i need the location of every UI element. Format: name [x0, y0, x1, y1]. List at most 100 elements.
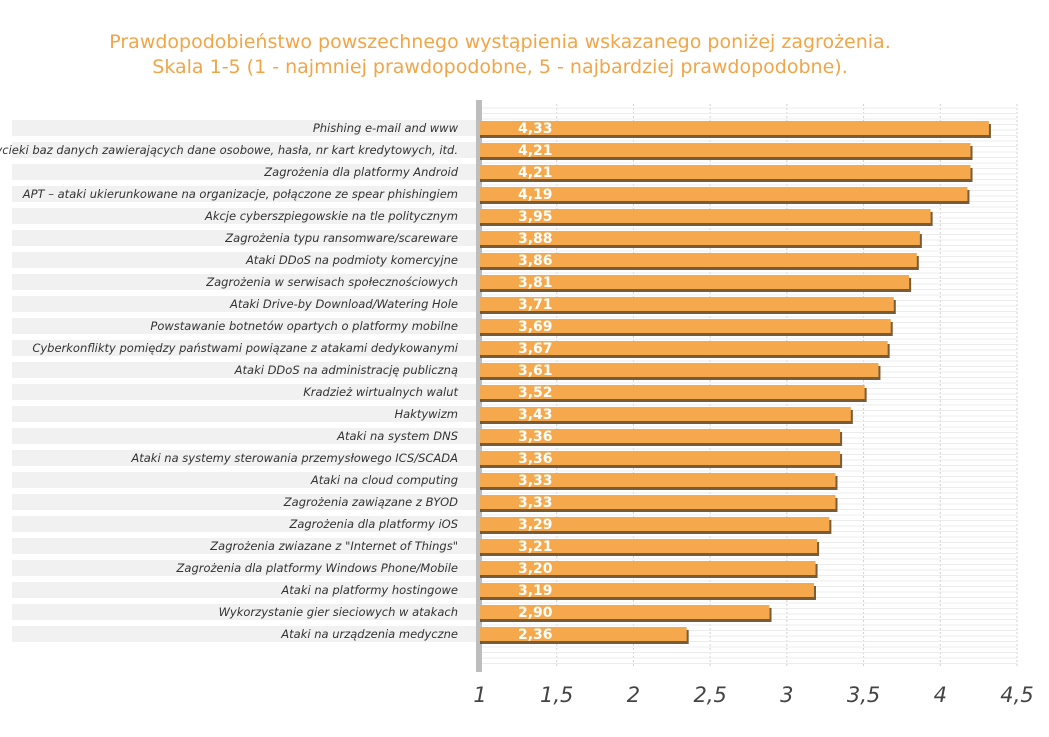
data-label: 3,88 — [518, 231, 553, 247]
bar — [480, 209, 931, 223]
bar — [480, 231, 920, 245]
category-label: Phishing e-mail and www — [313, 121, 459, 135]
bar — [480, 341, 888, 355]
data-label: 2,90 — [518, 605, 553, 621]
row-band — [12, 274, 480, 290]
row-band — [12, 560, 480, 576]
bar — [480, 385, 865, 399]
data-label: 3,95 — [518, 209, 553, 225]
bar — [480, 121, 989, 135]
y-axis-line — [476, 100, 482, 672]
row-band — [12, 450, 480, 466]
row-band — [12, 406, 480, 422]
bar — [480, 517, 830, 531]
bar — [480, 143, 971, 157]
data-label: 4,19 — [518, 187, 553, 203]
x-tick-label: 3,5 — [847, 683, 880, 707]
category-label: Zagrożenia dla platformy Android — [263, 165, 458, 179]
bar — [480, 627, 687, 641]
row-band — [12, 186, 480, 202]
data-label: 3,20 — [518, 561, 553, 577]
row-band — [12, 318, 480, 334]
category-label: Zagrożenia w serwisach społecznościowych — [205, 275, 458, 289]
data-label: 3,81 — [518, 275, 553, 291]
row-band — [12, 208, 480, 224]
category-label: Powstawanie botnetów opartych o platform… — [150, 319, 458, 333]
category-label: Wykorzystanie gier sieciowych w atakach — [219, 605, 458, 619]
data-label: 3,19 — [518, 583, 553, 599]
bar — [480, 583, 815, 597]
data-label: 3,21 — [518, 539, 553, 555]
data-label: 3,33 — [518, 495, 553, 511]
data-label: 3,52 — [518, 385, 553, 401]
row-band — [12, 582, 480, 598]
chart-subtitle: Skala 1-5 (1 - najmniej prawdopodobne, 5… — [152, 56, 848, 78]
bar — [480, 495, 836, 509]
data-label: 4,21 — [518, 143, 553, 159]
row-band — [12, 164, 480, 180]
bar — [480, 605, 770, 619]
category-label: Akcje cyberszpiegowskie na tle polityczn… — [204, 209, 458, 223]
data-label: 3,29 — [518, 517, 553, 533]
x-tick-label: 3 — [780, 683, 793, 707]
category-label: Zagrożenia zawiązane z BYOD — [283, 495, 458, 509]
bar — [480, 451, 841, 465]
category-label: Kradzież wirtualnych walut — [303, 385, 458, 399]
row-band — [12, 604, 480, 620]
category-label: Ataki na platformy hostingowe — [280, 583, 458, 597]
data-label: 3,71 — [518, 297, 553, 313]
data-label: 2,36 — [518, 627, 553, 643]
row-band — [12, 296, 480, 312]
bar — [480, 407, 851, 421]
x-tick-label: 4 — [934, 683, 947, 707]
row-band — [12, 428, 480, 444]
category-label: Cyberkonflikty pomiędzy państwami powiąz… — [32, 341, 458, 355]
bar — [480, 165, 971, 179]
bar — [480, 319, 891, 333]
category-label: Ataki Drive-by Download/Watering Hole — [229, 297, 458, 311]
data-label: 3,67 — [518, 341, 553, 357]
row-band — [12, 340, 480, 356]
bar — [480, 539, 818, 553]
category-label: Zagrożenia zwiazane z "Internet of Thing… — [209, 539, 458, 553]
category-label: Zagrożenia typu ransomware/scareware — [224, 231, 458, 245]
bar — [480, 253, 917, 267]
chart-title: Prawdopodobieństwo powszechnego wystąpie… — [109, 31, 891, 53]
x-tick-label: 1 — [473, 683, 486, 707]
data-label: 3,36 — [518, 451, 553, 467]
bar — [480, 275, 910, 289]
row-band — [12, 230, 480, 246]
data-label: 3,61 — [518, 363, 553, 379]
row-band — [12, 472, 480, 488]
bar — [480, 561, 816, 575]
x-tick-label: 2,5 — [693, 683, 726, 707]
data-label: 4,33 — [518, 121, 553, 137]
x-tick-label: 4,5 — [1000, 683, 1033, 707]
data-label: 3,69 — [518, 319, 553, 335]
bar — [480, 363, 879, 377]
data-label: 4,21 — [518, 165, 553, 181]
row-band — [12, 384, 480, 400]
data-label: 3,86 — [518, 253, 553, 269]
data-label: 3,36 — [518, 429, 553, 445]
category-label: APT – ataki ukierunkowane na organizacje… — [22, 187, 458, 201]
row-band — [12, 538, 480, 554]
bar — [480, 297, 894, 311]
bar — [480, 187, 968, 201]
row-band — [12, 252, 480, 268]
category-label: Ataki na cloud computing — [310, 473, 458, 487]
row-band — [12, 516, 480, 532]
category-label: Ataki na systemy sterowania przemysłoweg… — [130, 451, 458, 465]
row-band — [12, 120, 480, 136]
category-label: Zagrożenia dla platformy iOS — [288, 517, 458, 531]
category-label: Ataki DDoS na administrację publiczną — [234, 363, 458, 377]
category-label: Haktywizm — [394, 407, 458, 421]
data-label: 3,43 — [518, 407, 553, 423]
bar — [480, 429, 841, 443]
category-label: Ataki na system DNS — [336, 429, 458, 443]
category-label: Zagrożenia dla platformy Windows Phone/M… — [176, 561, 458, 575]
category-label: Wycieki baz danych zawierających dane os… — [0, 143, 458, 157]
row-band — [12, 142, 480, 158]
row-band — [12, 362, 480, 378]
